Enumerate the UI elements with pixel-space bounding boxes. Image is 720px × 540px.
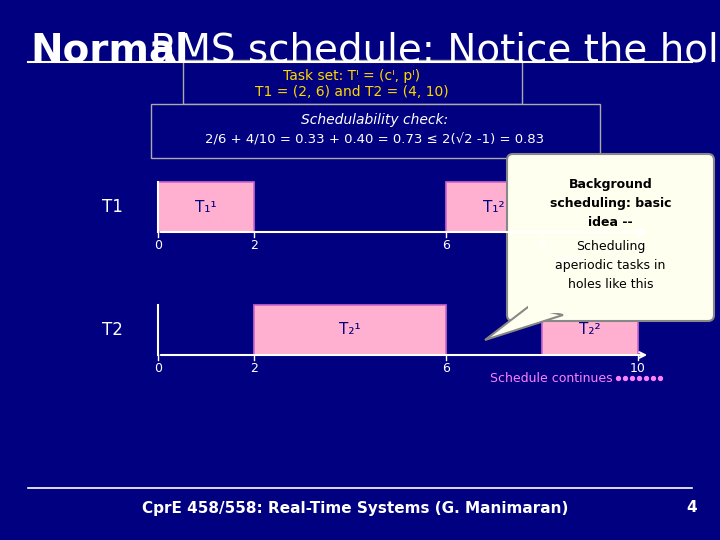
FancyBboxPatch shape <box>254 305 446 355</box>
Text: Schedulability check:: Schedulability check: <box>302 113 449 127</box>
Text: Hole: Hole <box>555 254 586 268</box>
Polygon shape <box>485 307 563 340</box>
Text: CprE 458/558: Real-Time Systems (G. Manimaran): CprE 458/558: Real-Time Systems (G. Mani… <box>142 501 568 516</box>
Text: Background
scheduling: basic
idea --: Background scheduling: basic idea -- <box>550 178 671 229</box>
Text: Scheduling
aperiodic tasks in
holes like this: Scheduling aperiodic tasks in holes like… <box>555 240 666 291</box>
FancyBboxPatch shape <box>507 154 714 321</box>
Text: 2/6 + 4/10 = 0.33 + 0.40 = 0.73 ≤ 2(√2 -1) = 0.83: 2/6 + 4/10 = 0.33 + 0.40 = 0.73 ≤ 2(√2 -… <box>205 133 544 146</box>
Text: 2: 2 <box>250 239 258 252</box>
FancyBboxPatch shape <box>542 305 638 355</box>
Text: Task set: Tᴵ = (cᴵ, pᴵ): Task set: Tᴵ = (cᴵ, pᴵ) <box>284 69 420 83</box>
Polygon shape <box>528 305 563 313</box>
Text: T2: T2 <box>102 321 122 339</box>
FancyBboxPatch shape <box>183 60 522 104</box>
Text: Normal: Normal <box>30 32 189 70</box>
FancyBboxPatch shape <box>446 182 542 232</box>
Text: RMS schedule: Notice the holes: RMS schedule: Notice the holes <box>138 32 720 70</box>
Text: 6: 6 <box>442 239 450 252</box>
Text: 6: 6 <box>442 362 450 375</box>
Text: 2: 2 <box>250 362 258 375</box>
Text: T₂²: T₂² <box>579 322 600 338</box>
FancyBboxPatch shape <box>151 104 600 158</box>
Text: 0: 0 <box>154 239 162 252</box>
Text: Schedule continues: Schedule continues <box>490 372 613 384</box>
Text: T1 = (2, 6) and T2 = (4, 10): T1 = (2, 6) and T2 = (4, 10) <box>255 85 449 99</box>
Text: T1: T1 <box>102 198 122 216</box>
Text: T₂¹: T₂¹ <box>339 322 361 338</box>
Text: T₁²: T₁² <box>483 199 505 214</box>
Text: 10: 10 <box>630 239 646 252</box>
Text: 4: 4 <box>687 501 697 516</box>
Text: 10: 10 <box>630 362 646 375</box>
FancyBboxPatch shape <box>158 182 254 232</box>
Text: 8: 8 <box>538 239 546 252</box>
Text: 0: 0 <box>154 362 162 375</box>
Text: T₁¹: T₁¹ <box>195 199 217 214</box>
